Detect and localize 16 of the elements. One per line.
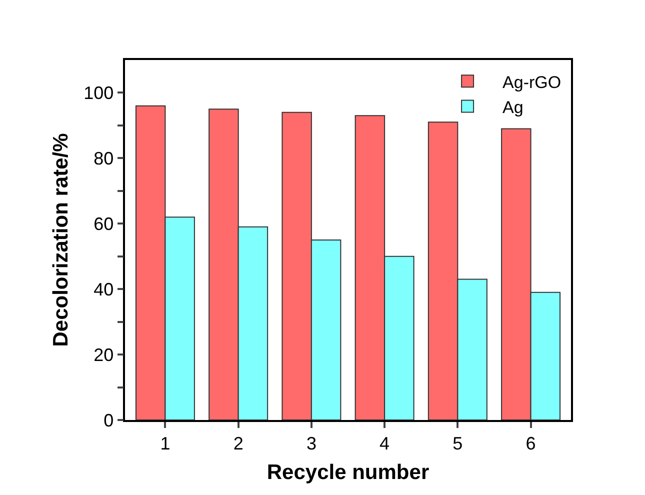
y-axis-title: Decolorization rate/% [49,132,72,347]
x-tick-label: 1 [160,433,170,454]
x-axis-title: Recycle number [266,461,430,484]
y-tick-label: 20 [94,344,114,365]
x-tick-label: 2 [233,433,244,454]
legend-label: Ag-rGO [502,72,562,92]
y-tick-label: 80 [94,148,114,168]
y-tick-label: 100 [84,83,114,104]
y-tick-label: 0 [104,410,114,430]
y-tick-label: 40 [94,279,114,300]
y-tick-label: 60 [94,214,114,234]
x-tick-label: 3 [306,433,316,454]
legend-label: Ag [502,98,524,117]
x-tick-label: 6 [526,433,536,454]
x-tick-label: 4 [380,433,390,454]
x-tick-label: 5 [452,433,463,454]
